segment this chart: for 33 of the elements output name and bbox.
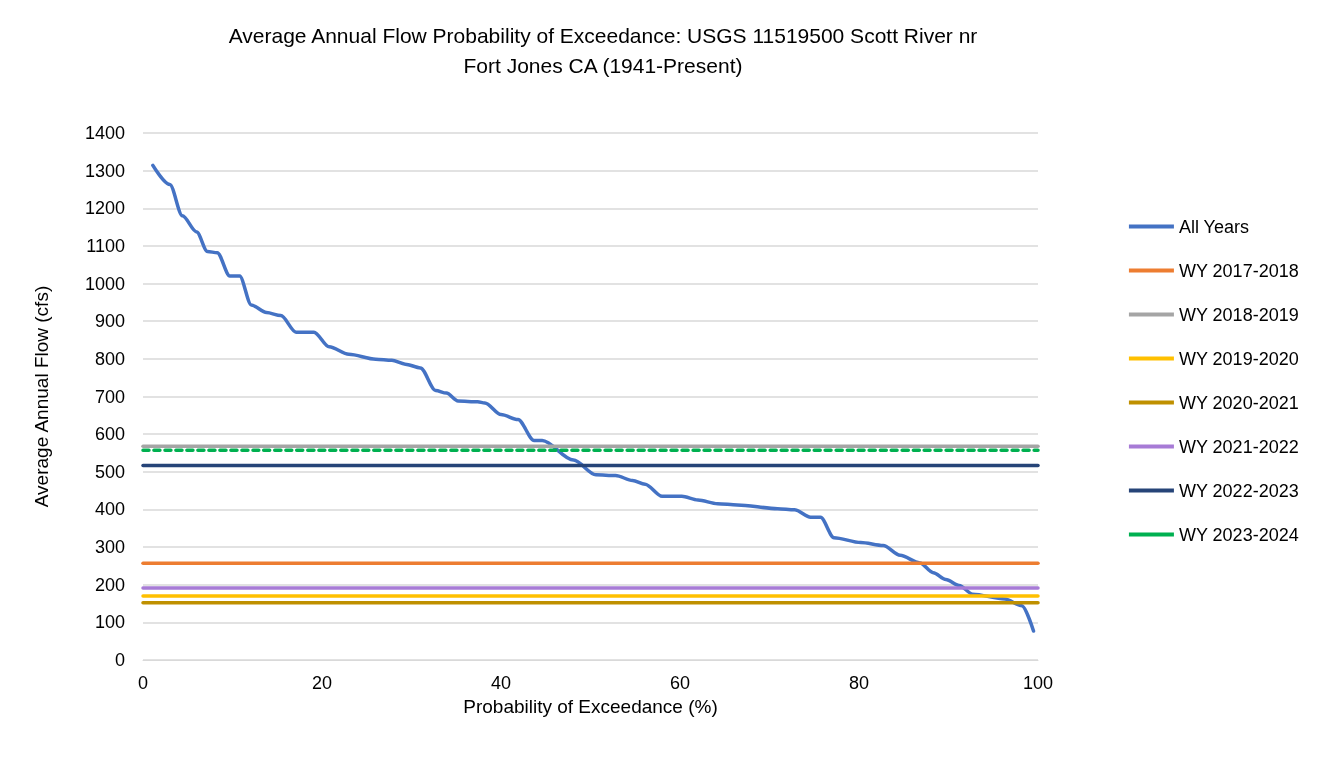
legend-label: WY 2020-2021 [1178,392,1299,413]
legend-label: WY 2019-2020 [1178,348,1299,369]
legend-label: WY 2021-2022 [1178,436,1299,457]
x-tick-label: 20 [311,673,333,693]
x-tick-label: 100 [1022,673,1054,693]
y-tick-label: 500 [94,461,125,482]
y-tick-label: 600 [94,424,125,445]
legend-label: WY 2022-2023 [1178,480,1299,501]
x-tick-label: 60 [669,673,691,693]
y-tick-label: 900 [94,311,125,332]
y-tick-label: 300 [94,537,125,558]
legend-label: WY 2023-2024 [1178,524,1299,545]
legend-label: WY 2018-2019 [1178,304,1299,325]
y-tick-label: 100 [94,612,125,633]
y-tick-label: 0 [114,650,125,670]
x-tick-label: 80 [848,673,870,693]
legend-label: All Years [1178,216,1249,237]
x-tick-label: 0 [137,673,149,693]
y-tick-label: 200 [94,574,125,595]
y-tick-label: 1200 [84,198,125,219]
y-tick-label: 1000 [84,273,125,294]
y-tick-label: 1400 [84,123,125,143]
y-tick-label: 800 [94,348,125,369]
y-axis-title: Average Annual Flow (cfs) [31,285,52,508]
x-axis-title: Probability of Exceedance (%) [463,695,718,717]
y-tick-label: 1100 [86,235,125,256]
x-tick-label: 40 [490,673,512,693]
y-tick-label: 400 [94,499,125,520]
chart-title: Average Annual Flow Probability of Exceedance: USGS 11519500 Scott River nr Fort Jones CA (1941-Present) [228,24,978,77]
legend-label: WY 2017-2018 [1178,260,1299,281]
line-series [151,163,1036,633]
y-tick-label: 1300 [84,160,125,181]
y-tick-label: 700 [94,386,125,407]
